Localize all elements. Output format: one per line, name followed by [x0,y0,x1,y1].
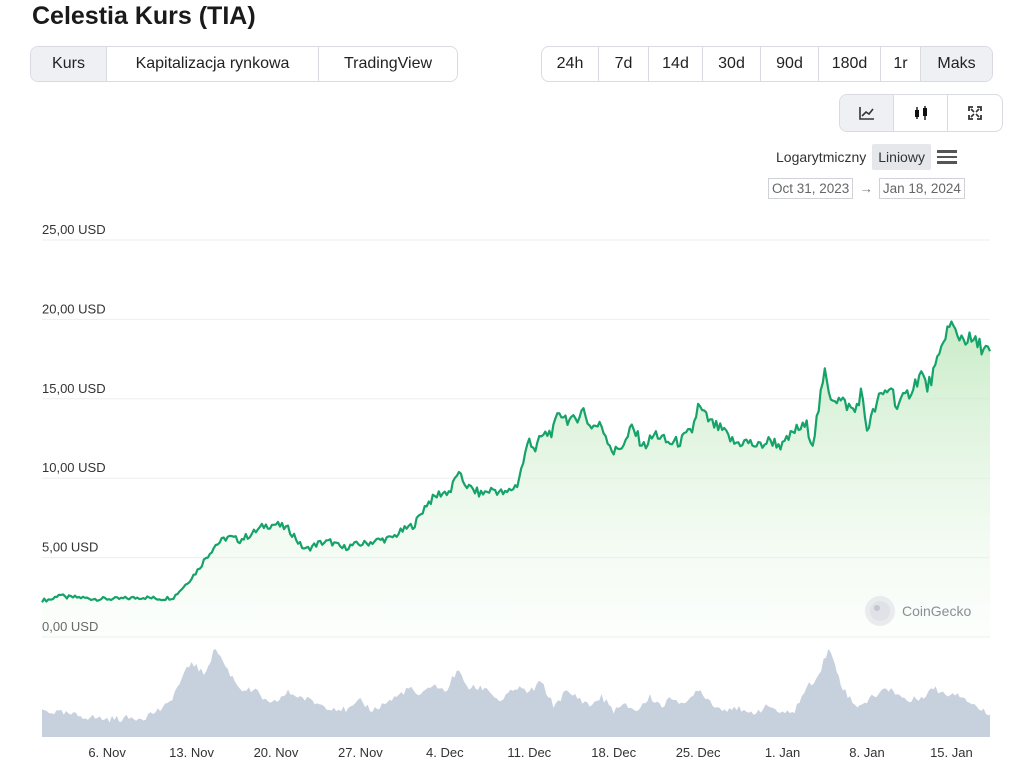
x-tick-label: 27. Nov [338,745,383,760]
range-180d[interactable]: 180d [819,47,881,81]
x-tick-label: 11. Dec [507,745,551,760]
range-7d[interactable]: 7d [599,47,649,81]
y-tick-label: 10,00 USD [42,460,106,475]
x-tick-label: 1. Jan [765,745,800,760]
date-to-input[interactable]: Jan 18, 2024 [878,178,965,199]
watermark-text: CoinGecko [902,603,971,619]
y-tick-label: 5,00 USD [42,540,98,555]
menu-icon[interactable] [936,150,957,164]
time-range-group: 24h 7d 14d 30d 90d 180d 1r Maks [541,46,993,82]
x-tick-label: 25. Dec [676,745,721,760]
chart-type-group [839,94,1003,132]
date-range: Oct 31, 2023 → Jan 18, 2024 [768,178,965,199]
range-1r[interactable]: 1r [881,47,921,81]
view-tab-group: Kurs Kapitalizacja rynkowa TradingView [30,46,458,82]
scale-linear-button[interactable]: Liniowy [872,144,931,170]
x-axis: 6. Nov 13. Nov 20. Nov 27. Nov 4. Dec 11. Dec… [88,745,972,760]
line-chart-icon[interactable] [840,95,894,131]
scale-toggle: Logarytmiczny Liniowy [770,143,957,171]
x-tick-label: 18. Dec [591,745,636,760]
y-tick-label: 20,00 USD [42,301,106,316]
arrow-right-icon: → [859,181,873,196]
range-30d[interactable]: 30d [703,47,761,81]
coingecko-logo: CoinGecko [865,596,971,626]
range-maks[interactable]: Maks [921,47,992,81]
x-tick-label: 20. Nov [254,745,299,760]
x-tick-label: 6. Nov [88,745,126,760]
x-tick-label: 8. Jan [849,745,884,760]
x-tick-label: 4. Dec [426,745,464,760]
tab-kapitalizacja-rynkowa[interactable]: Kapitalizacja rynkowa [107,47,319,81]
tab-tradingview[interactable]: TradingView [343,55,433,72]
date-from-input[interactable]: Oct 31, 2023 [768,178,854,199]
x-tick-label: 15. Jan [930,745,973,760]
scale-log-button[interactable]: Logarytmiczny [776,149,867,165]
tab-kurs[interactable]: Kurs [31,47,107,81]
price-line [41,320,992,603]
x-tick-label: 13. Nov [169,745,214,760]
y-tick-label: 25,00 USD [42,222,106,237]
volume-area [42,648,990,737]
page-title: Celestia Kurs (TIA) [32,2,256,30]
y-tick-label: 15,00 USD [42,381,106,396]
candlestick-icon[interactable] [894,95,948,131]
range-90d[interactable]: 90d [761,47,819,81]
price-area [42,321,990,637]
range-14d[interactable]: 14d [649,47,703,81]
fullscreen-icon[interactable] [948,95,1002,131]
range-24h[interactable]: 24h [542,47,599,81]
